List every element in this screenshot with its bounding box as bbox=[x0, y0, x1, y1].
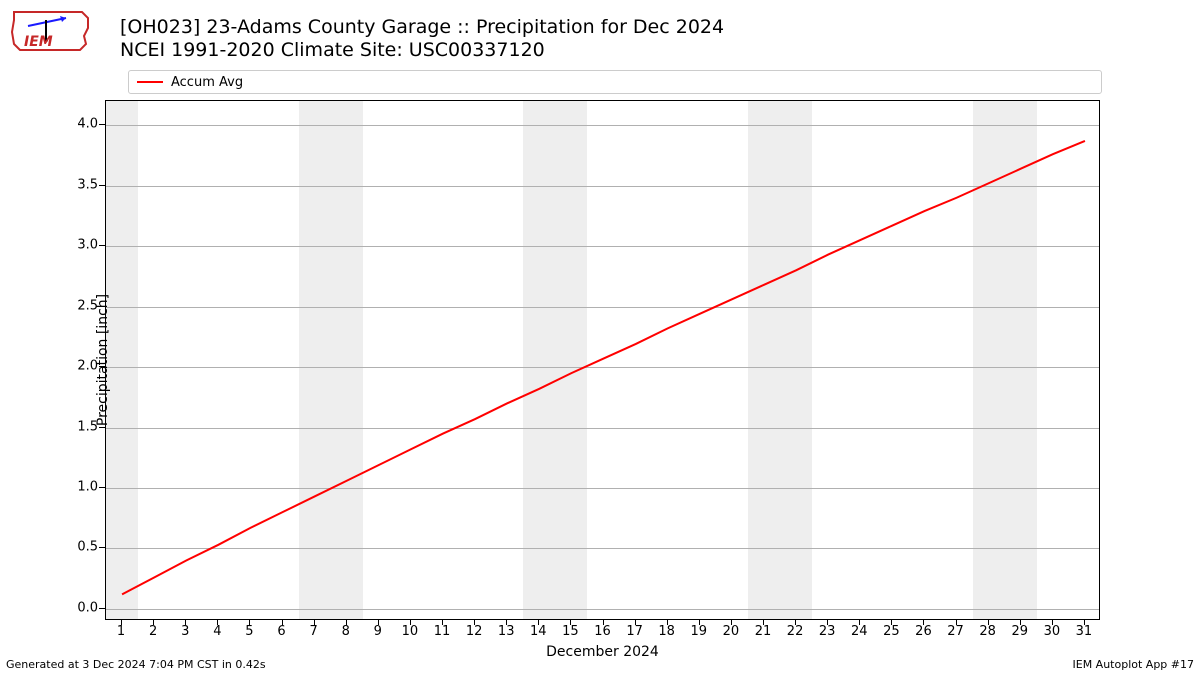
x-tick-label: 5 bbox=[245, 624, 253, 639]
footer-generated: Generated at 3 Dec 2024 7:04 PM CST in 0… bbox=[6, 658, 266, 671]
x-tick-label: 14 bbox=[530, 624, 547, 639]
x-tick-label: 2 bbox=[149, 624, 157, 639]
x-tick-label: 7 bbox=[309, 624, 317, 639]
x-tick-label: 4 bbox=[213, 624, 221, 639]
svg-text:IEM: IEM bbox=[24, 34, 53, 50]
plot-area bbox=[105, 100, 1100, 620]
chart-title: [OH023] 23-Adams County Garage :: Precip… bbox=[120, 16, 724, 62]
x-tick-label: 22 bbox=[787, 624, 804, 639]
x-tick-label: 26 bbox=[915, 624, 932, 639]
x-tick-label: 1 bbox=[117, 624, 125, 639]
y-tick bbox=[99, 487, 105, 488]
y-tick-label: 2.5 bbox=[77, 298, 98, 313]
x-tick-label: 10 bbox=[402, 624, 419, 639]
legend: Accum Avg bbox=[128, 70, 1102, 94]
x-tick-label: 8 bbox=[342, 624, 350, 639]
x-tick-label: 30 bbox=[1044, 624, 1061, 639]
y-tick bbox=[99, 185, 105, 186]
y-tick bbox=[99, 124, 105, 125]
x-tick-label: 18 bbox=[658, 624, 675, 639]
footer-app: IEM Autoplot App #17 bbox=[1073, 658, 1195, 671]
x-axis-label: December 2024 bbox=[546, 644, 659, 660]
y-tick-label: 2.0 bbox=[77, 359, 98, 374]
y-tick-label: 1.0 bbox=[77, 479, 98, 494]
y-tick-label: 1.5 bbox=[77, 419, 98, 434]
iem-logo: IEM bbox=[6, 6, 96, 56]
y-tick bbox=[99, 427, 105, 428]
title-line-2: NCEI 1991-2020 Climate Site: USC00337120 bbox=[120, 39, 724, 62]
x-tick-label: 25 bbox=[883, 624, 900, 639]
x-tick-label: 11 bbox=[434, 624, 451, 639]
legend-swatch bbox=[137, 81, 163, 83]
x-tick-label: 13 bbox=[498, 624, 515, 639]
x-tick-label: 27 bbox=[947, 624, 964, 639]
series-line bbox=[122, 141, 1085, 594]
y-tick bbox=[99, 366, 105, 367]
y-tick bbox=[99, 608, 105, 609]
x-tick-label: 15 bbox=[562, 624, 579, 639]
x-tick-label: 29 bbox=[1011, 624, 1028, 639]
x-tick-label: 6 bbox=[277, 624, 285, 639]
y-tick-label: 0.0 bbox=[77, 600, 98, 615]
x-tick-label: 21 bbox=[755, 624, 772, 639]
y-tick-label: 3.5 bbox=[77, 177, 98, 192]
y-tick bbox=[99, 245, 105, 246]
line-layer bbox=[106, 101, 1099, 619]
x-tick-label: 9 bbox=[374, 624, 382, 639]
y-tick bbox=[99, 306, 105, 307]
chart: Precipitation [inch] December 2024 0.00.… bbox=[105, 100, 1100, 620]
y-tick-label: 0.5 bbox=[77, 540, 98, 555]
x-tick-label: 17 bbox=[626, 624, 643, 639]
x-tick-label: 31 bbox=[1076, 624, 1093, 639]
x-tick-label: 24 bbox=[851, 624, 868, 639]
legend-label: Accum Avg bbox=[171, 75, 243, 90]
x-tick-label: 23 bbox=[819, 624, 836, 639]
x-tick-label: 28 bbox=[979, 624, 996, 639]
x-tick-label: 3 bbox=[181, 624, 189, 639]
y-tick-label: 4.0 bbox=[77, 117, 98, 132]
x-tick-label: 20 bbox=[723, 624, 740, 639]
title-line-1: [OH023] 23-Adams County Garage :: Precip… bbox=[120, 16, 724, 39]
y-tick bbox=[99, 547, 105, 548]
x-tick-label: 19 bbox=[691, 624, 708, 639]
x-tick-label: 12 bbox=[466, 624, 483, 639]
x-tick-label: 16 bbox=[594, 624, 611, 639]
y-tick-label: 3.0 bbox=[77, 238, 98, 253]
